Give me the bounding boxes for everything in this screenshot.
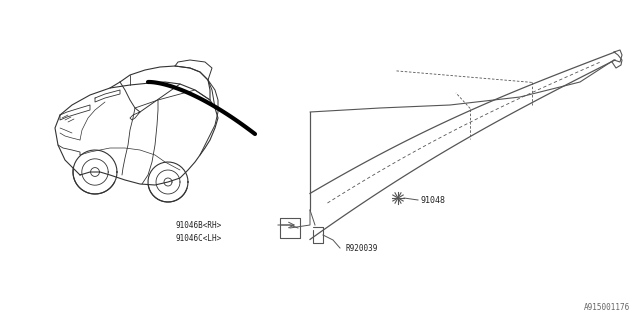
Text: R920039: R920039 xyxy=(345,244,378,252)
Text: 91046B<RH>: 91046B<RH> xyxy=(175,220,221,229)
Text: A915001176: A915001176 xyxy=(584,303,630,312)
Text: 91046C<LH>: 91046C<LH> xyxy=(175,234,221,243)
Text: 91048: 91048 xyxy=(420,196,445,204)
